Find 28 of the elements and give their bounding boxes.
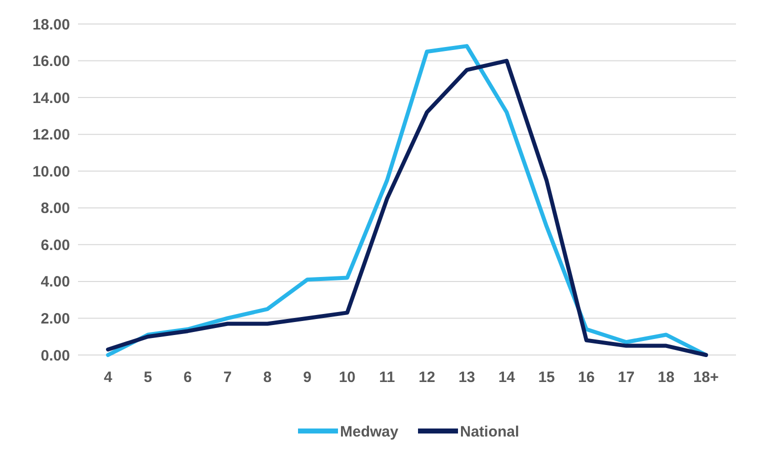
x-tick-label: 7 <box>223 369 232 386</box>
x-tick-label: 9 <box>303 369 312 386</box>
y-tick-label: 18.00 <box>32 16 70 34</box>
y-tick-label: 10.00 <box>32 163 70 180</box>
x-tick-label: 15 <box>538 369 555 386</box>
y-tick-label: 14.00 <box>32 90 70 107</box>
x-tick-label: 4 <box>104 369 113 386</box>
x-tick-label: 17 <box>618 369 635 386</box>
x-tick-label: 18 <box>658 369 674 386</box>
x-tick-label: 14 <box>498 369 516 386</box>
y-tick-label: 0.00 <box>40 347 70 364</box>
x-tick-label: 8 <box>263 369 272 386</box>
legend-label: National <box>460 423 520 440</box>
x-tick-label: 12 <box>418 369 436 386</box>
x-tick-label: 6 <box>184 369 192 386</box>
x-tick-label: 16 <box>578 369 595 386</box>
y-tick-label: 2.00 <box>40 310 70 328</box>
y-tick-label: 16.00 <box>32 53 70 70</box>
x-tick-label: 5 <box>144 369 152 386</box>
y-tick-label: 4.00 <box>40 274 70 291</box>
legend-label: Medway <box>340 423 400 440</box>
y-tick-label: 8.00 <box>40 200 70 218</box>
x-tick-label: 13 <box>458 369 476 386</box>
y-tick-label: 6.00 <box>40 236 70 254</box>
y-tick-label: 12.00 <box>32 126 70 144</box>
x-tick-label: 18+ <box>693 369 719 386</box>
x-tick-label: 11 <box>379 369 395 386</box>
x-tick-label: 10 <box>338 369 356 386</box>
